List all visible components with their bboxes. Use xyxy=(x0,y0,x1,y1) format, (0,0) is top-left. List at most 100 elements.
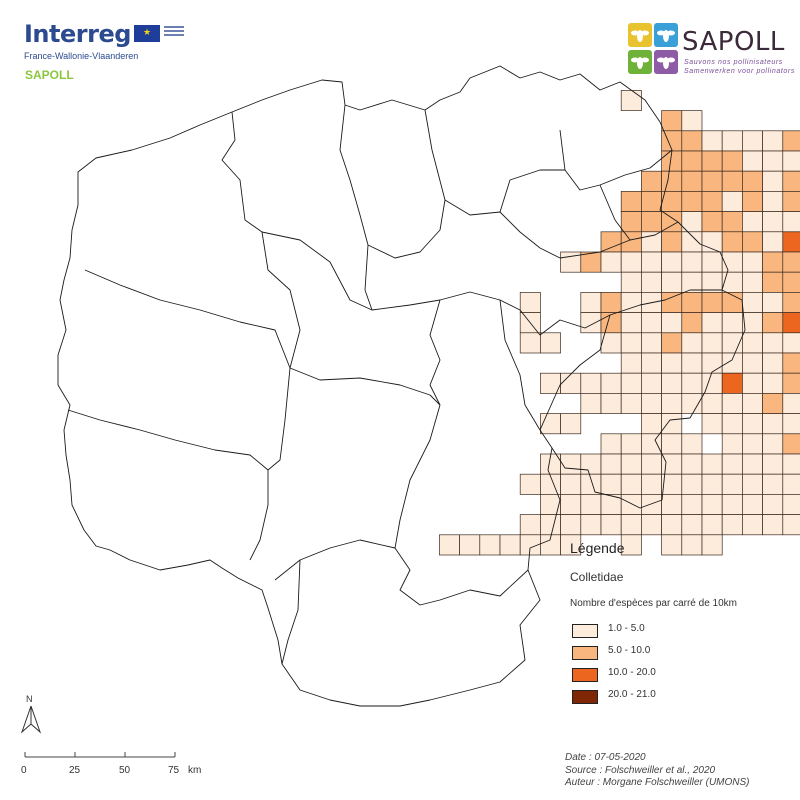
interreg-program-subtitle: France-Wallonie-Vlaanderen xyxy=(24,51,139,61)
grid-cell xyxy=(721,514,743,536)
boundary-line xyxy=(424,109,541,249)
grid-cell xyxy=(762,170,784,192)
boundary-line xyxy=(281,559,301,665)
grid-cell xyxy=(762,271,784,293)
grid-cell xyxy=(681,191,703,212)
grid-cell xyxy=(782,231,800,253)
grid-cell xyxy=(782,473,800,495)
grid-cell xyxy=(641,453,662,475)
grid-cell xyxy=(701,150,723,172)
grid-cell xyxy=(620,90,642,111)
grid-cell xyxy=(519,473,541,495)
grid-cell xyxy=(782,393,800,414)
grid-cell xyxy=(620,332,642,354)
grid-cell xyxy=(641,170,662,192)
scale-tick-75: 75 xyxy=(168,765,180,776)
grid-cell xyxy=(661,110,683,132)
grid-cell xyxy=(560,514,582,536)
grid-cell xyxy=(701,352,723,374)
grid-cell xyxy=(519,292,541,313)
grid-cell xyxy=(600,473,622,495)
grid-cell xyxy=(620,393,642,414)
grid-cell xyxy=(459,534,481,556)
scale-bar xyxy=(24,752,176,758)
grid-cell xyxy=(721,312,743,334)
grid-cell xyxy=(600,372,622,394)
grid-cell xyxy=(742,150,763,172)
grid-cell xyxy=(540,332,561,354)
study-area-outline xyxy=(57,65,746,707)
grid-cell xyxy=(742,473,763,495)
sapoll-logo: SAPOLL Sauvons nos pollinisateurs Samenw… xyxy=(628,23,794,79)
grid-cell xyxy=(681,453,703,475)
grid-cell xyxy=(701,312,723,334)
grid-cell xyxy=(701,534,723,556)
grid-cell xyxy=(540,413,561,435)
grid-cell xyxy=(661,534,683,556)
legend-swatch xyxy=(572,668,598,682)
grid-cell xyxy=(661,514,683,536)
bee-tile-green-icon xyxy=(628,50,652,74)
grid-cell xyxy=(721,191,743,212)
bee-tile-yellow-icon xyxy=(628,23,652,47)
legend-description: Nombre d'espèces par carré de 10km xyxy=(570,598,737,609)
grid-cell xyxy=(600,292,622,313)
grid-cell xyxy=(560,413,582,435)
grid-cell xyxy=(661,251,683,273)
grid-cell xyxy=(661,292,683,313)
grid-cell xyxy=(762,352,784,374)
grid-cell xyxy=(560,473,582,495)
grid-cell xyxy=(701,413,723,435)
grid-cell xyxy=(742,271,763,293)
grid-cell xyxy=(540,514,561,536)
scale-unit: km xyxy=(188,765,201,776)
grid-cell xyxy=(701,271,723,293)
scale-tick-50: 50 xyxy=(119,765,131,776)
boundary-line xyxy=(539,221,679,259)
boundary-line xyxy=(499,299,553,449)
grid-cell xyxy=(620,534,642,556)
grid-cell xyxy=(762,292,784,313)
grid-cell xyxy=(721,473,743,495)
grid-cell xyxy=(762,191,784,212)
grid-cell xyxy=(762,312,784,334)
grid-cell xyxy=(600,251,622,273)
grid-cell xyxy=(681,332,703,354)
grid-cell xyxy=(742,191,763,212)
grid-cell xyxy=(782,191,800,212)
grid-cell xyxy=(661,211,683,233)
grid-cell xyxy=(620,271,642,293)
grid-cell xyxy=(701,372,723,394)
boundary-line xyxy=(261,231,373,311)
grid-cell xyxy=(701,292,723,313)
boundary-line xyxy=(221,111,301,369)
grid-cell xyxy=(580,514,602,536)
boundary-line xyxy=(429,299,441,406)
grid-cell xyxy=(641,271,662,293)
grid-cell xyxy=(701,251,723,273)
grid-cell xyxy=(762,413,784,435)
eu-emblem-text-icon xyxy=(164,26,184,40)
grid-cell xyxy=(742,312,763,334)
boundary-line xyxy=(339,104,446,259)
grid-cell xyxy=(681,292,703,313)
grid-cell xyxy=(721,231,743,253)
grid-cell xyxy=(641,251,662,273)
grid-cell xyxy=(620,292,642,313)
grid-cell xyxy=(742,211,763,233)
grid-cell xyxy=(499,534,521,556)
scale-tick-25: 25 xyxy=(69,765,81,776)
legend-title: Légende xyxy=(570,540,625,556)
grid-cell xyxy=(620,494,642,515)
grid-cell xyxy=(681,271,703,293)
grid-cell xyxy=(600,393,622,414)
grid-cell xyxy=(661,433,683,455)
grid-cell xyxy=(620,251,642,273)
grid-cell xyxy=(762,150,784,172)
grid-cell xyxy=(742,453,763,475)
grid-cell xyxy=(580,494,602,515)
north-label: N xyxy=(26,694,33,704)
grid-cell xyxy=(762,433,784,455)
grid-cell xyxy=(661,372,683,394)
legend-swatch xyxy=(572,690,598,704)
